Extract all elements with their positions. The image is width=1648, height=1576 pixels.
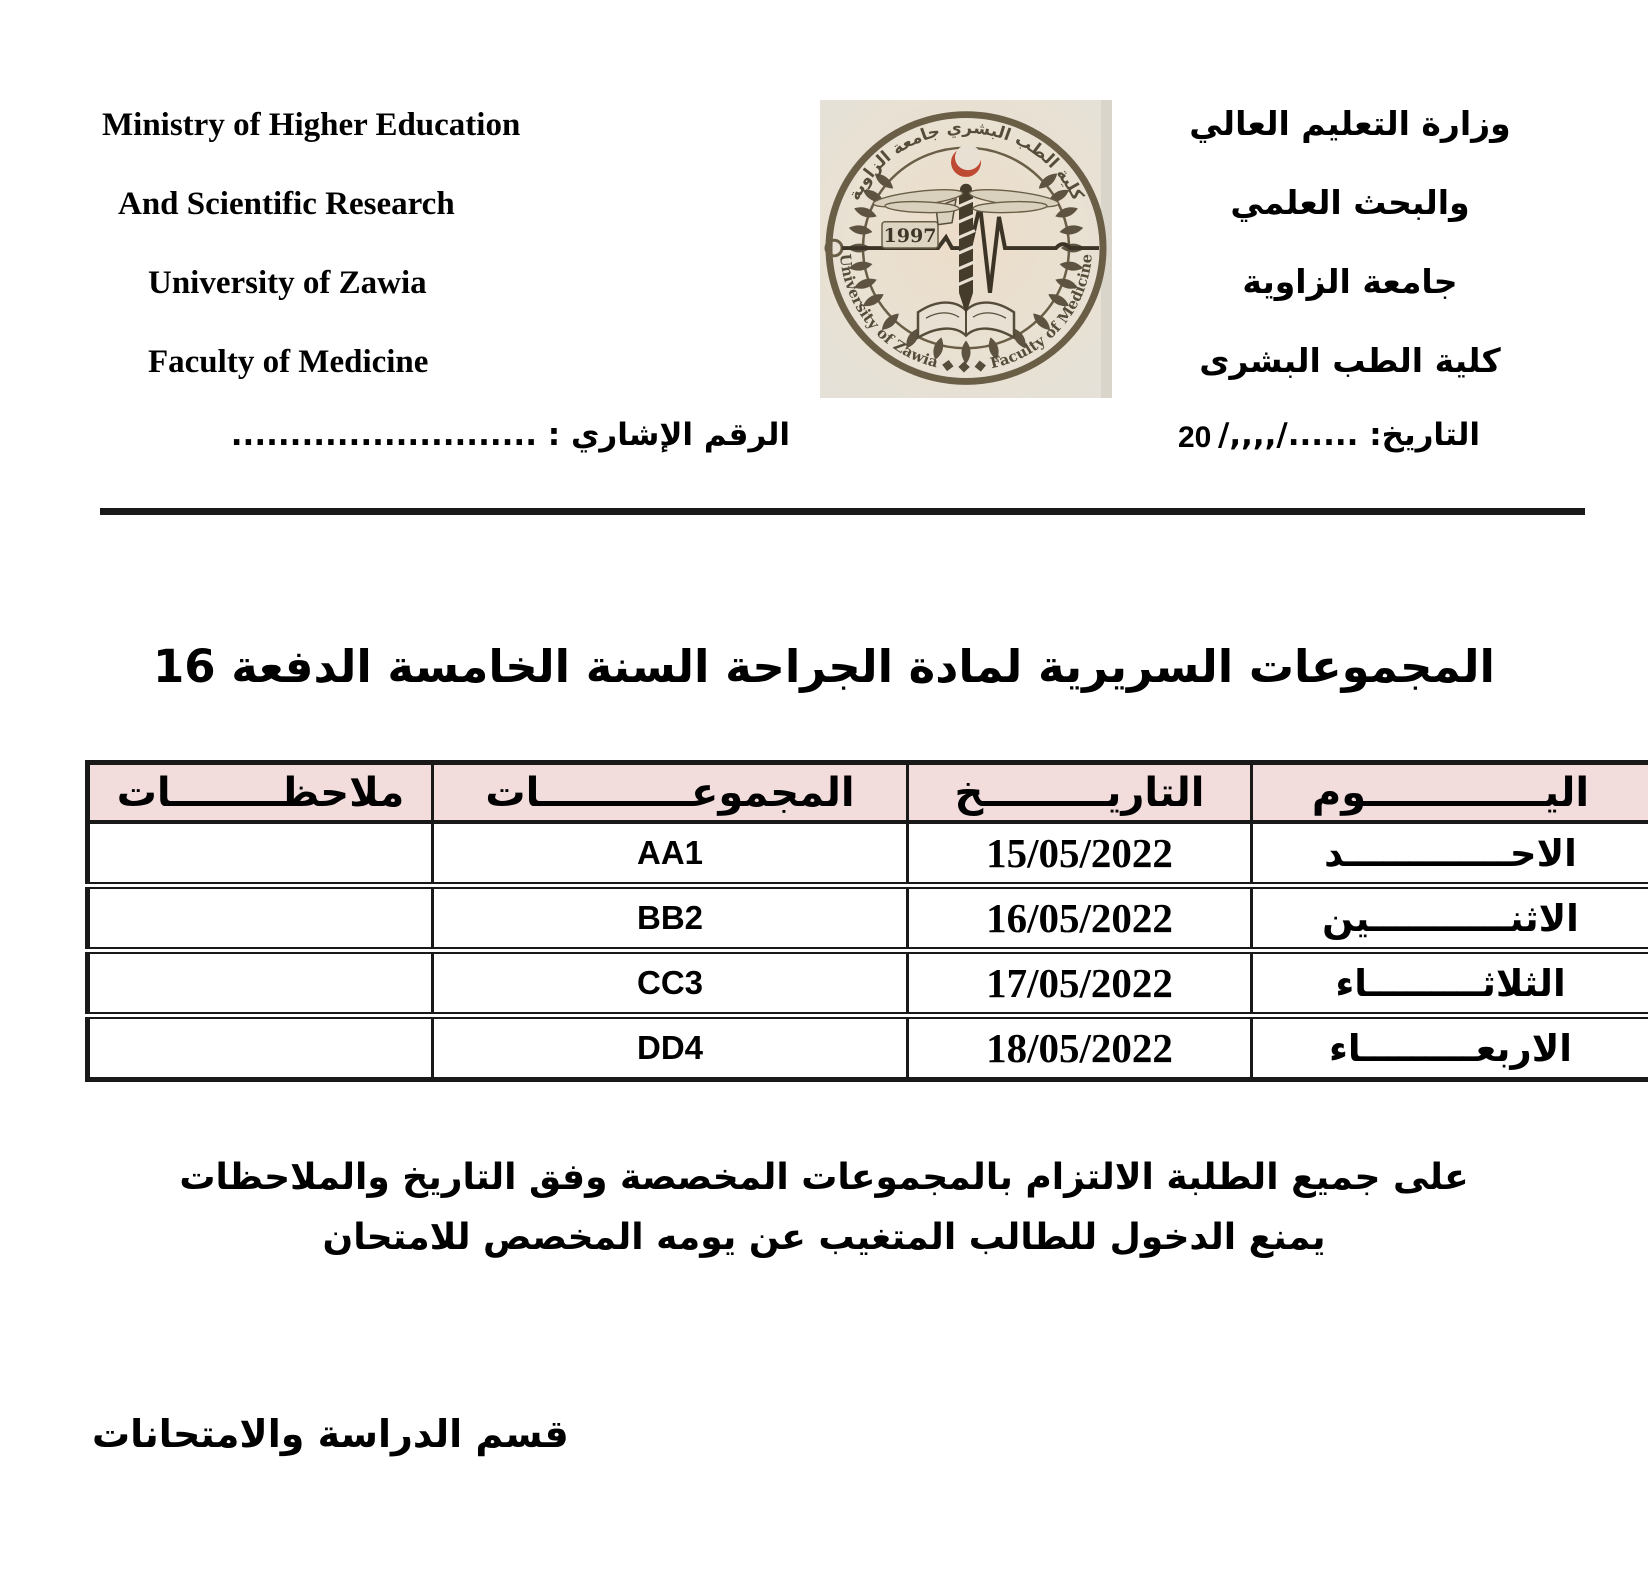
notice-line-2: يمنع الدخول للطالب المتغيب عن يومه المخص…	[322, 1217, 1326, 1258]
department-signature: قسم الدراسة والامتحانات	[92, 1412, 569, 1456]
table-header-row: اليـــــــــــــوم التاريـــــــــخ المج…	[86, 761, 1648, 824]
schedule-table: اليـــــــــــــوم التاريـــــــــخ المج…	[85, 760, 1648, 1082]
english-line-university: University of Zawia	[148, 265, 427, 301]
table-row: الاربعـــــــــاء 18/05/2022 DD4	[86, 1014, 1648, 1082]
english-line-faculty: Faculty of Medicine	[148, 344, 429, 380]
day-cell: الاحـــــــــــــد	[1250, 820, 1648, 889]
day-cell: الثلاثـــــــــاء	[1250, 949, 1648, 1019]
arabic-line-ministry: وزارة التعليم العالي	[1189, 104, 1511, 143]
crescent-icon	[951, 144, 981, 177]
group-cell: DD4	[431, 1014, 909, 1082]
separator-line	[100, 508, 1585, 515]
table-row: الاثنـــــــــــين 16/05/2022 BB2	[86, 884, 1648, 954]
english-line-ministry: Ministry of Higher Education	[102, 107, 521, 143]
day-cell: الاربعـــــــــاء	[1250, 1014, 1648, 1082]
date-year-prefix: 20	[1178, 421, 1212, 454]
seal-year-plate	[881, 221, 939, 249]
university-seal-image: 1997	[820, 100, 1112, 398]
header-groups: المجموعـــــــــــات	[431, 761, 909, 824]
header-notes: ملاحظــــــــات	[86, 761, 434, 824]
table-row: الثلاثـــــــــاء 17/05/2022 CC3	[86, 949, 1648, 1019]
date-cell: 17/05/2022	[906, 949, 1253, 1019]
ecg-line-icon	[842, 204, 1099, 294]
university-seal-svg: 1997	[820, 100, 1112, 398]
reference-number-field: الرقم الإشاري : ........................…	[230, 417, 790, 453]
date-cell: 16/05/2022	[906, 884, 1253, 954]
notes-cell	[86, 884, 434, 954]
notes-cell	[86, 820, 434, 889]
notes-cell	[86, 1014, 434, 1082]
arabic-line-faculty: كلية الطب البشرى	[1199, 341, 1501, 380]
date-cell: 15/05/2022	[906, 820, 1253, 889]
letterhead-arabic: وزارة التعليم العالي والبحث العلمي جامعة…	[1185, 84, 1515, 400]
table-row: الاحـــــــــــــد 15/05/2022 AA1	[86, 820, 1648, 889]
group-cell: AA1	[431, 820, 909, 889]
notice-text: على جميع الطلبة الالتزام بالمجموعات المخ…	[0, 1148, 1648, 1268]
date-field: التاريخ: ....../,,,,/	[1218, 417, 1480, 453]
caduceus-staff-icon	[935, 183, 976, 315]
header-day: اليـــــــــــــوم	[1250, 761, 1648, 824]
open-book-icon	[916, 301, 1016, 340]
page-title: المجموعات السريرية لمادة الجراحة السنة ا…	[153, 640, 1495, 693]
letterhead-english: Ministry of Higher Education And Scienti…	[102, 86, 520, 402]
seal-outer-ring	[825, 111, 1107, 385]
date-cell: 18/05/2022	[906, 1014, 1253, 1082]
notice-line-1: على جميع الطلبة الالتزام بالمجموعات المخ…	[179, 1157, 1469, 1198]
seal-photo-edge	[1101, 100, 1112, 398]
english-line-research: And Scientific Research	[118, 186, 455, 222]
header-date: التاريـــــــــخ	[906, 761, 1253, 824]
day-cell: الاثنـــــــــــين	[1250, 884, 1648, 954]
seal-year: 1997	[884, 225, 937, 247]
group-cell: BB2	[431, 884, 909, 954]
notes-cell	[86, 949, 434, 1019]
group-cell: CC3	[431, 949, 909, 1019]
arabic-line-university: جامعة الزاوية	[1242, 262, 1458, 301]
arabic-line-research: والبحث العلمي	[1230, 183, 1470, 222]
wings-icon	[872, 189, 1060, 214]
